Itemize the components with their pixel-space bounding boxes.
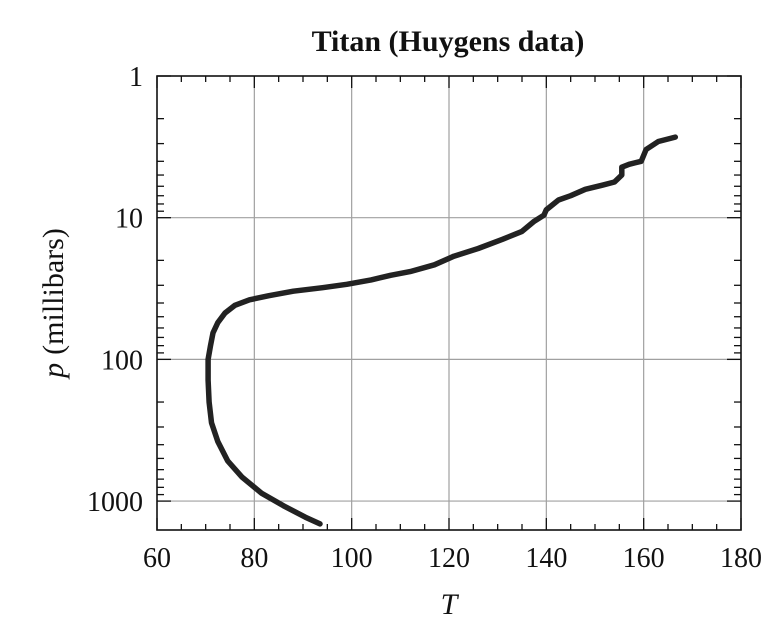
x-axis-tick-labels: 60 80 100 120 140 160 180	[143, 543, 762, 574]
plot-frame	[156, 75, 742, 531]
x-tick-label-100: 100	[331, 543, 373, 574]
x-tick-label-80: 80	[240, 543, 268, 574]
y-tick-label-10: 10	[115, 204, 143, 235]
y-tick-label-100: 100	[101, 345, 143, 376]
y-axis-label: p (millibars)	[37, 228, 70, 380]
series-line-temperature-profile	[205, 134, 679, 527]
x-tick-label-120: 120	[428, 543, 470, 574]
y-axis-label-unit: (millibars)	[37, 228, 70, 355]
y-tick-label-1000: 1000	[87, 487, 143, 518]
x-axis-label: T	[441, 588, 460, 621]
x-tick-label-60: 60	[143, 543, 171, 574]
y-axis-tick-labels: 1 10 100 1000	[87, 62, 143, 518]
y-axis-label-variable: p	[37, 363, 70, 380]
y-tick-label-1: 1	[129, 62, 143, 93]
x-tick-label-180: 180	[720, 543, 762, 574]
x-tick-label-140: 140	[525, 543, 567, 574]
chart-title: Titan (Huygens data)	[312, 25, 585, 58]
axis-ticks	[156, 75, 742, 530]
x-tick-label-160: 160	[623, 543, 665, 574]
